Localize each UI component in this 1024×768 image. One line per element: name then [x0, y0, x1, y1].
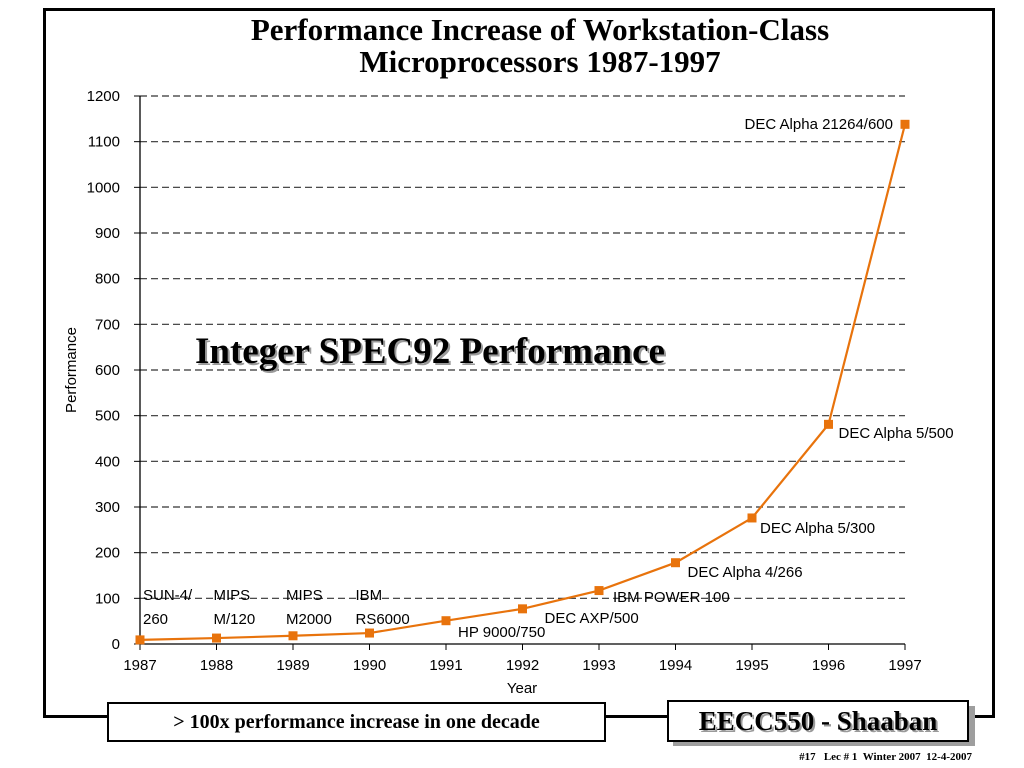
x-tick-label: 1995: [735, 657, 768, 674]
annotation-label: MIPS: [286, 587, 323, 604]
annotation-label: IBM POWER 100: [613, 589, 730, 606]
annotation-label: DEC Alpha 4/266: [688, 564, 803, 581]
data-point-1996: [824, 419, 833, 429]
course-box: EECC550 - Shaaban: [667, 700, 969, 742]
x-tick-label: 1990: [353, 657, 386, 674]
annotation-label: MIPS: [214, 587, 251, 604]
course-label: EECC550 - Shaaban: [698, 706, 938, 736]
annotation-label: HP 9000/750: [458, 624, 545, 641]
x-axis-title: Year: [507, 680, 537, 697]
x-tick-label: 1987: [123, 657, 156, 674]
y-tick-label: 800: [95, 271, 120, 288]
data-point-1990: [365, 628, 374, 638]
annotation-label: SUN-4/: [143, 587, 193, 604]
chart-overlay-label: Integer SPEC92 Performance: [195, 331, 665, 372]
x-tick-label: 1988: [200, 657, 233, 674]
data-point-1994: [671, 558, 680, 568]
y-tick-label: 1100: [88, 134, 120, 151]
x-tick-label: 1989: [276, 657, 309, 674]
x-tick-label: 1992: [506, 657, 539, 674]
annotation-label: DEC AXP/500: [545, 610, 639, 627]
x-tick-label: 1996: [812, 657, 845, 674]
y-tick-label: 100: [95, 590, 120, 607]
annotation-label: DEC Alpha 5/300: [760, 520, 875, 537]
y-tick-label: 200: [95, 545, 120, 562]
y-tick-label: 0: [112, 636, 120, 653]
data-point-1995: [747, 513, 757, 523]
slide-title-line1: Performance Increase of Workstation-Clas…: [250, 12, 830, 47]
annotation-label: M2000: [286, 611, 332, 628]
data-point-1991: [441, 616, 451, 626]
data-point-1992: [518, 604, 527, 614]
data-point-1993: [594, 586, 604, 596]
annotation-label: 260: [143, 611, 168, 628]
y-tick-label: 1200: [87, 88, 120, 105]
annotation-label: RS6000: [356, 611, 410, 628]
annotation-label: DEC Alpha 5/500: [839, 425, 954, 442]
slide-title-line2: Microprocessors 1987-1997: [359, 44, 721, 79]
y-tick-label: 500: [95, 408, 120, 425]
y-tick-label: 300: [95, 499, 120, 516]
slide-footer: #17 Lec # 1 Winter 2007 12-4-2007: [799, 751, 972, 763]
data-point-1987: [135, 635, 145, 645]
x-tick-label: 1994: [659, 657, 692, 674]
annotation-label: IBM: [356, 587, 383, 604]
data-point-1997: [900, 119, 910, 129]
x-tick-label: 1997: [888, 657, 921, 674]
series-line: [139, 124, 907, 641]
annotation-label: DEC Alpha 21264/600: [745, 116, 893, 133]
y-tick-label: 1000: [87, 179, 120, 196]
data-point-1988: [212, 633, 221, 643]
slide-title: Performance Increase of Workstation-Clas…: [90, 14, 990, 78]
annotation-label: M/120: [214, 611, 256, 628]
data-point-1989: [288, 631, 298, 641]
x-tick-label: 1991: [429, 657, 462, 674]
y-tick-label: 900: [95, 225, 120, 242]
x-tick-label: 1993: [582, 657, 615, 674]
y-axis-title: Performance: [63, 327, 80, 413]
y-tick-label: 600: [95, 362, 120, 379]
summary-callout: > 100x performance increase in one decad…: [107, 702, 606, 742]
y-tick-label: 400: [95, 453, 120, 470]
y-tick-label: 700: [95, 316, 120, 333]
